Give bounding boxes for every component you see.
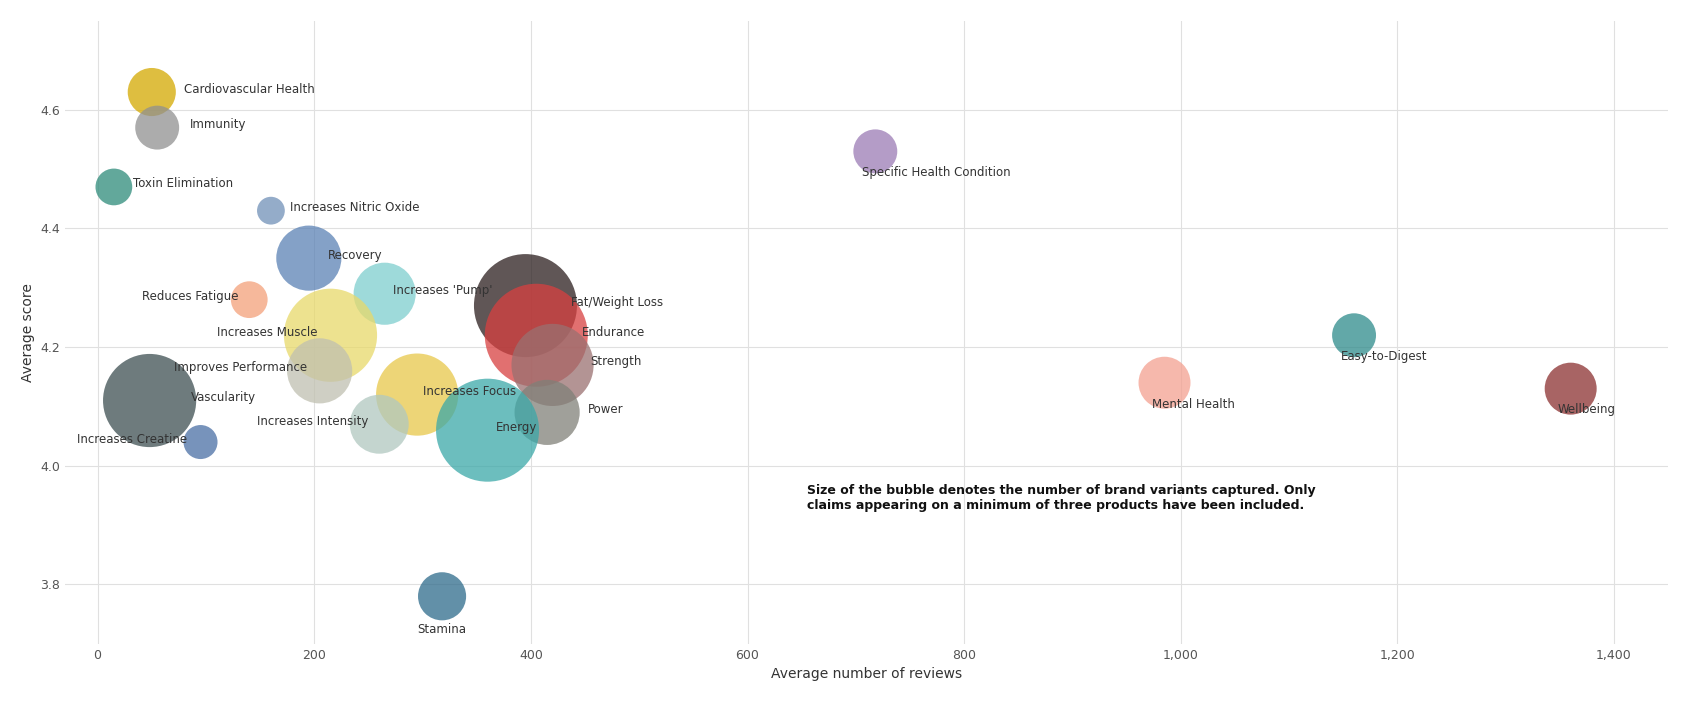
Point: [1150, 377, 1177, 388]
Text: Fat/Weight Loss: Fat/Weight Loss: [571, 296, 664, 309]
Point: [187, 437, 215, 448]
Point: [372, 288, 399, 299]
Point: [257, 205, 284, 216]
Text: Vascularity: Vascularity: [191, 391, 257, 404]
Text: Stamina: Stamina: [417, 623, 466, 636]
Text: Increases Focus: Increases Focus: [422, 385, 515, 398]
Point: [512, 300, 539, 311]
X-axis label: Average number of reviews: Average number of reviews: [772, 667, 963, 681]
Text: Increases Nitric Oxide: Increases Nitric Oxide: [291, 201, 421, 214]
Point: [137, 395, 164, 406]
Point: [138, 86, 166, 98]
Point: [306, 365, 333, 376]
Point: [429, 590, 456, 602]
Point: [539, 359, 566, 371]
Point: [1341, 330, 1368, 341]
Point: [1557, 383, 1584, 395]
Text: Mental Health: Mental Health: [1152, 397, 1235, 411]
Text: Reduces Fatigue: Reduces Fatigue: [142, 290, 238, 303]
Text: Increases Creatine: Increases Creatine: [78, 432, 187, 446]
Text: Toxin Elimination: Toxin Elimination: [133, 178, 233, 190]
Point: [100, 181, 127, 192]
Text: Strength: Strength: [591, 355, 642, 369]
Point: [534, 406, 561, 418]
Text: Easy-to-Digest: Easy-to-Digest: [1341, 350, 1427, 363]
Text: Cardiovascular Health: Cardiovascular Health: [184, 83, 316, 95]
Text: Increases Muscle: Increases Muscle: [216, 326, 318, 339]
Text: Specific Health Condition: Specific Health Condition: [863, 166, 1012, 179]
Point: [404, 389, 431, 400]
Text: Immunity: Immunity: [189, 118, 247, 131]
Y-axis label: Average score: Average score: [20, 283, 35, 382]
Text: Wellbeing: Wellbeing: [1557, 404, 1616, 416]
Text: Recovery: Recovery: [328, 249, 383, 262]
Point: [318, 330, 345, 341]
Text: Endurance: Endurance: [581, 326, 645, 339]
Point: [861, 146, 888, 157]
Text: Improves Performance: Improves Performance: [174, 362, 307, 374]
Text: Power: Power: [588, 403, 623, 416]
Point: [144, 122, 171, 133]
Point: [236, 294, 263, 305]
Point: [475, 425, 502, 436]
Text: Increases 'Pump': Increases 'Pump': [394, 284, 493, 297]
Point: [524, 330, 551, 341]
Point: [296, 253, 323, 264]
Point: [367, 418, 394, 430]
Text: Size of the bubble denotes the number of brand variants captured. Only
claims ap: Size of the bubble denotes the number of…: [807, 484, 1316, 512]
Text: Energy: Energy: [497, 420, 537, 434]
Text: Increases Intensity: Increases Intensity: [257, 415, 368, 428]
